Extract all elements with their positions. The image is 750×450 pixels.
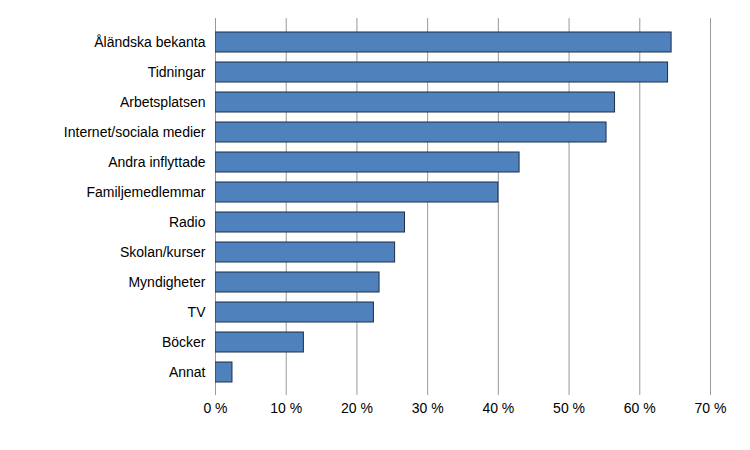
svg-text:30 %: 30 % [412, 400, 444, 416]
svg-text:60 %: 60 % [624, 400, 656, 416]
svg-text:Internet/sociala medier: Internet/sociala medier [64, 124, 206, 140]
svg-text:Skolan/kurser: Skolan/kurser [120, 244, 206, 260]
svg-text:40 %: 40 % [482, 400, 514, 416]
svg-text:Familjemedlemmar: Familjemedlemmar [86, 184, 205, 200]
svg-text:Åländska bekanta: Åländska bekanta [94, 34, 206, 50]
svg-text:Andra inflyttade: Andra inflyttade [108, 154, 205, 170]
svg-text:Tidningar: Tidningar [148, 64, 206, 80]
svg-text:0 %: 0 % [203, 400, 227, 416]
svg-text:TV: TV [188, 304, 207, 320]
svg-text:Arbetsplatsen: Arbetsplatsen [120, 94, 206, 110]
svg-text:Böcker: Böcker [162, 334, 206, 350]
svg-text:50 %: 50 % [553, 400, 585, 416]
svg-text:70 %: 70 % [695, 400, 727, 416]
svg-text:10 %: 10 % [270, 400, 302, 416]
svg-text:Myndigheter: Myndigheter [128, 274, 205, 290]
svg-text:Annat: Annat [169, 364, 206, 380]
svg-text:Radio: Radio [169, 214, 206, 230]
svg-text:20 %: 20 % [341, 400, 373, 416]
